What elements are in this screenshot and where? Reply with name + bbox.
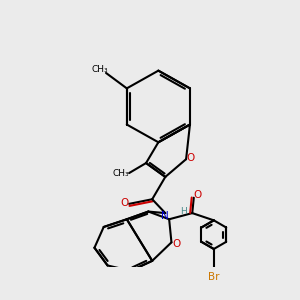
Text: Br: Br — [208, 272, 220, 282]
Text: O: O — [120, 198, 128, 208]
Text: O: O — [186, 153, 194, 163]
Text: N: N — [161, 211, 169, 221]
Text: H: H — [180, 207, 186, 216]
Text: CH₃: CH₃ — [112, 169, 129, 178]
Text: CH₃: CH₃ — [92, 65, 109, 74]
Text: O: O — [172, 238, 181, 248]
Text: O: O — [193, 190, 201, 200]
